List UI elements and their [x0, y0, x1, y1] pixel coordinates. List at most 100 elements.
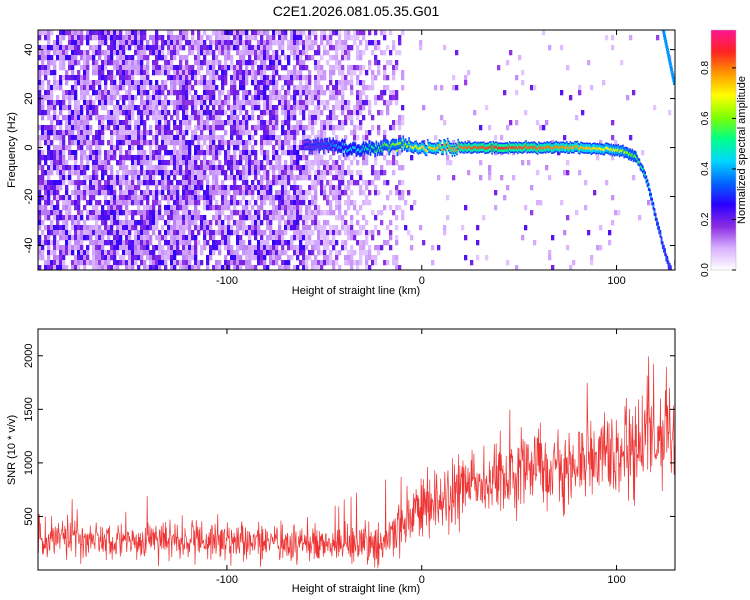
spectrogram-cell — [71, 30, 75, 36]
spectrogram-cell — [215, 135, 219, 141]
ridge-core — [494, 145, 497, 149]
spectrogram-cell — [302, 220, 306, 226]
spectrogram-cell — [44, 135, 48, 141]
spectrogram-cell — [80, 230, 84, 236]
ridge-core — [394, 143, 396, 147]
spectrogram-cell — [308, 235, 312, 241]
spectrogram-cell — [239, 80, 243, 86]
spectrogram-cell — [146, 40, 150, 46]
spectrogram-cell — [191, 30, 195, 36]
spectrogram-cell — [317, 70, 321, 76]
spectrogram-cell — [191, 250, 195, 256]
spectrogram-cells — [38, 30, 675, 270]
spectrogram-cell — [107, 35, 111, 41]
spectrogram-cell — [596, 245, 600, 251]
spectrogram-cell — [446, 195, 450, 201]
spectrogram-cell — [287, 140, 291, 146]
ridge-core — [484, 147, 486, 150]
spectrogram-cell — [287, 195, 291, 201]
spectrogram-cell — [215, 175, 219, 181]
spectrogram-cell — [299, 110, 303, 116]
spectrogram-cell — [299, 120, 303, 126]
spectrogram-cell — [179, 80, 183, 86]
spectrogram-cell — [353, 155, 357, 161]
spectrogram-cell — [116, 180, 120, 186]
spectrogram-cell — [155, 190, 159, 196]
spectrogram-cell — [47, 125, 51, 131]
spectrogram-cell — [245, 155, 249, 161]
spectrogram-cell — [116, 125, 120, 131]
ridge-core — [517, 147, 519, 150]
spectrogram-cell — [251, 230, 255, 236]
spectrogram-cell — [86, 245, 90, 251]
spectrogram-cell — [116, 245, 120, 251]
spectrogram-cell — [122, 190, 126, 196]
spectrogram-cell — [305, 240, 309, 246]
spectrogram-cell — [38, 45, 42, 51]
spectrogram-cell — [191, 265, 195, 270]
spectrogram-cell — [278, 55, 282, 61]
spectrogram-cell — [611, 135, 615, 141]
spectrogram-cell — [110, 70, 114, 76]
spectrogram-cell — [47, 110, 51, 116]
spectrogram-cell — [110, 255, 114, 261]
spectrogram-cell — [116, 250, 120, 256]
spectrogram-cell — [233, 30, 237, 36]
spectrogram-cell — [80, 180, 84, 186]
spectrogram-cell — [74, 105, 78, 111]
spectrogram-cell — [329, 255, 333, 261]
spectrogram-cell — [599, 245, 603, 251]
spectrogram-cell — [170, 100, 174, 106]
spectrogram-cell — [143, 80, 147, 86]
spectrogram-cell — [227, 250, 231, 256]
spectrogram-cell — [245, 40, 249, 46]
spectrogram-cell — [59, 110, 63, 116]
spectrogram-cell — [65, 30, 69, 36]
spectrogram-cell — [311, 195, 315, 201]
spectrogram-cell — [38, 125, 42, 131]
spectrogram-cell — [107, 200, 111, 206]
spectrogram-cell — [287, 215, 291, 221]
spectrogram-cell — [314, 170, 318, 176]
spectrogram-cell — [110, 75, 114, 81]
spectrogram-cell — [206, 80, 210, 86]
spectrogram-cell — [176, 150, 180, 156]
spectrogram-cell — [194, 180, 198, 186]
spectrogram-cell — [344, 200, 348, 206]
spectrogram-cell — [179, 140, 183, 146]
spectrogram-cell — [275, 30, 279, 36]
spectrogram-cell — [353, 35, 357, 41]
spectrogram-cell — [167, 180, 171, 186]
spectrogram-cell — [227, 155, 231, 161]
spectrogram-cell — [326, 100, 330, 106]
spectrogram-cell — [128, 260, 132, 266]
spectrogram-cell — [323, 150, 327, 156]
spectrogram-cell — [305, 170, 309, 176]
spectrogram-cell — [575, 115, 579, 121]
spectrogram-cell — [656, 35, 660, 41]
spectrogram-cell — [296, 215, 300, 221]
spectrogram-cell — [197, 230, 201, 236]
spectrogram-cell — [56, 220, 60, 226]
spectrogram-cell — [191, 230, 195, 236]
spectrogram-cell — [329, 75, 333, 81]
spectrogram-cell — [116, 170, 120, 176]
spectrogram-cell — [62, 55, 66, 61]
spectrogram-cell — [239, 75, 243, 81]
spectrogram-cell — [95, 205, 99, 211]
spectrogram-cell — [143, 180, 147, 186]
spectrogram-cell — [356, 240, 360, 246]
spectrogram-cell — [197, 215, 201, 221]
spectrogram-cell — [311, 250, 315, 256]
spectrogram-cell — [272, 35, 276, 41]
spectrogram-cell — [89, 180, 93, 186]
spectrogram-cell — [185, 95, 189, 101]
spectrogram-cell — [371, 125, 375, 131]
spectrogram-cell — [38, 225, 42, 231]
spectrogram-cell — [383, 155, 387, 161]
spectrogram-cell — [176, 155, 180, 161]
spectrogram-cell — [41, 100, 45, 106]
spectrogram-cell — [110, 170, 114, 176]
spectrogram-cell — [242, 220, 246, 226]
spectrogram-cell — [179, 100, 183, 106]
